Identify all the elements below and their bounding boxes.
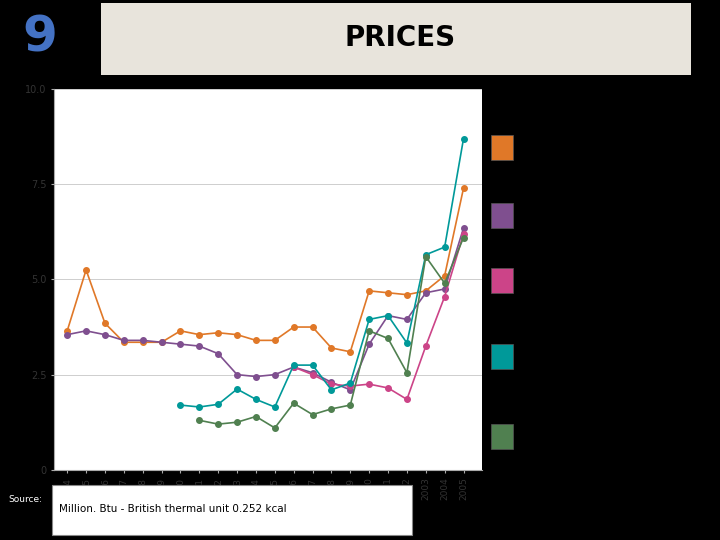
Text: Million. Btu - British thermal unit 0.252 kcal: Million. Btu - British thermal unit 0.25… — [59, 504, 287, 514]
Text: Japan - LNG
price (cif)
[18]: Japan - LNG price (cif) [18] — [522, 148, 572, 179]
Text: UK - Heren
NBP Index
[19]: UK - Heren NBP Index [19] — [522, 281, 568, 313]
Bar — [101, 3, 691, 75]
Text: PRICES: PRICES — [344, 24, 455, 52]
Text: $/million
Btu: $/million Btu — [498, 100, 536, 120]
Text: EU - Natural
gas price
(cif) [18]: EU - Natural gas price (cif) [18] — [522, 217, 573, 248]
Bar — [490, 135, 513, 159]
Bar — [490, 268, 513, 293]
Text: Source:: Source: — [9, 495, 42, 504]
Y-axis label: $/million Btu: $/million Btu — [12, 248, 22, 310]
Bar — [490, 424, 513, 449]
Text: 9: 9 — [22, 14, 57, 62]
Text: USA - Henry
Hub natural
gas price
[20]: USA - Henry Hub natural gas price [20] — [522, 357, 573, 400]
Bar — [490, 344, 513, 369]
Text: Canada -
Alberta
natural gas
price [20]: Canada - Alberta natural gas price [20] — [522, 437, 570, 480]
Bar — [52, 485, 412, 535]
Bar — [490, 203, 513, 228]
